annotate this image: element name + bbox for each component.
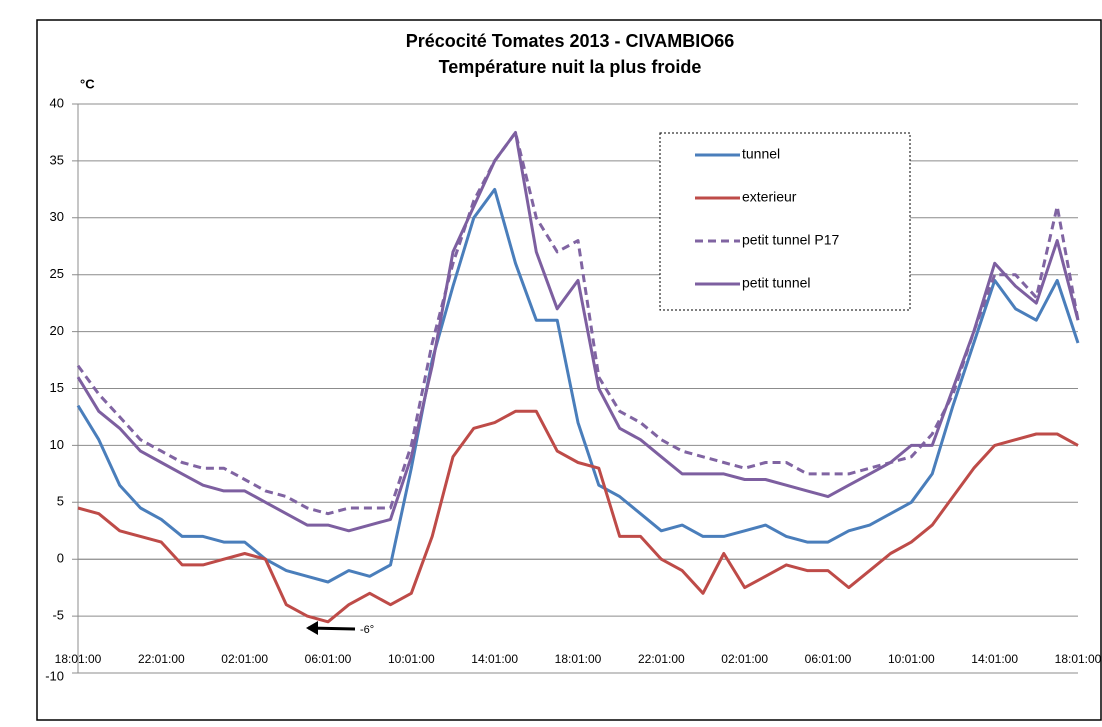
y-tick-label: 10	[50, 437, 64, 452]
x-tick-label: 06:01:00	[305, 652, 352, 666]
x-tick-label: 06:01:00	[805, 652, 852, 666]
y-tick-label: 15	[50, 380, 64, 395]
series-line	[76, 187, 1080, 584]
y-tick-label: 5	[57, 494, 64, 509]
x-tick-label: 22:01:00	[138, 652, 185, 666]
y-tick-label: -10	[45, 668, 64, 683]
chart-title: Précocité Tomates 2013 - CIVAMBIO66	[406, 31, 734, 51]
y-tick-label: 35	[50, 152, 64, 167]
x-tick-label: 18:01:00	[55, 652, 102, 666]
annotation: -6°	[360, 624, 374, 636]
legend-label: exterieur	[742, 189, 797, 205]
x-tick-label: 22:01:00	[638, 652, 685, 666]
x-tick-label: 18:01:00	[1055, 652, 1102, 666]
x-tick-label: 02:01:00	[221, 652, 268, 666]
y-tick-label: 40	[50, 95, 64, 110]
legend: tunnel exterieur petit tunnel P17 petit tun…	[695, 146, 840, 291]
x-tick-label: 02:01:00	[721, 652, 768, 666]
y-tick-label: -5	[52, 608, 64, 623]
y-tick-label: 30	[50, 209, 64, 224]
chart-subtitle: Température nuit la plus froide	[439, 57, 702, 77]
y-tick-label: 25	[50, 266, 64, 281]
y-tick-label: 0	[57, 551, 64, 566]
x-tick-label: 14:01:00	[971, 652, 1018, 666]
x-tick-label: 14:01:00	[471, 652, 518, 666]
x-tick-label: 10:01:00	[388, 652, 435, 666]
legend-box	[659, 132, 911, 311]
x-tick-label: 18:01:00	[555, 652, 602, 666]
y-axis-label: °C	[80, 76, 95, 91]
lines	[76, 131, 1080, 624]
annotation-arrowhead	[306, 621, 318, 635]
chart-frame	[36, 19, 1102, 721]
y-tick-label: 20	[50, 323, 64, 338]
x-tick-label: 10:01:00	[888, 652, 935, 666]
series-line	[76, 131, 1080, 533]
series-line	[77, 409, 1079, 624]
legend-label: tunnel	[742, 146, 780, 162]
legend-label: petit tunnel	[742, 275, 811, 291]
series-line	[76, 131, 1080, 516]
grid: -10 -5 0 5 10 15 20 25 30 35 40 18:01:00 22:01:00 02:…	[45, 95, 1101, 683]
legend-label: petit tunnel P17	[742, 232, 840, 248]
